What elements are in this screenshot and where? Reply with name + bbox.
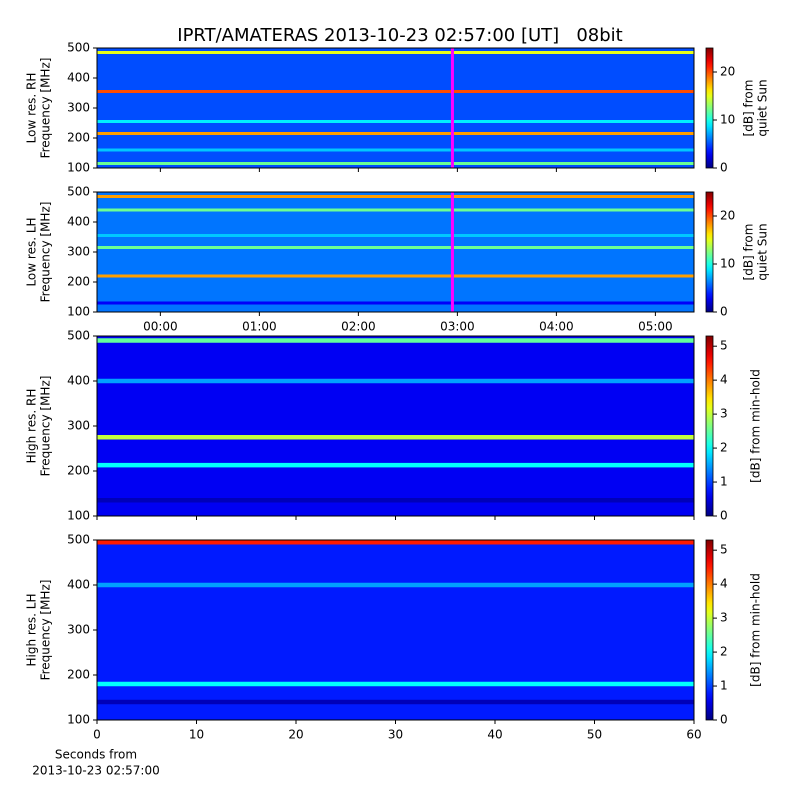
colorbar-tick-label: 10 <box>720 113 735 127</box>
colorbar-label: [dB] from <box>742 224 756 281</box>
spectral-band <box>97 681 694 687</box>
y-tick-label: 400 <box>67 215 90 229</box>
y-axis-label: Low res. LH <box>25 217 39 286</box>
y-tick-label: 500 <box>67 185 90 199</box>
y-tick-label: 500 <box>67 41 90 55</box>
spectral-band <box>97 51 694 54</box>
spectral-band <box>97 246 694 249</box>
y-tick-label: 200 <box>67 464 90 478</box>
x-tick-label: 0 <box>93 728 101 742</box>
y-tick-label: 500 <box>67 329 90 343</box>
spectral-band <box>97 132 694 135</box>
spectral-band <box>97 462 694 468</box>
y-tick-label: 100 <box>67 509 90 523</box>
colorbar-label: quiet Sun <box>756 79 770 136</box>
heatmap-background <box>97 336 694 516</box>
y-tick-label: 500 <box>67 533 90 547</box>
spectral-band <box>97 162 694 165</box>
colorbar-tick-label: 0 <box>720 713 728 727</box>
spectral-band <box>97 234 694 237</box>
spectral-band <box>97 208 694 212</box>
x-tick-label: 40 <box>487 728 502 742</box>
y-tick-label: 300 <box>67 101 90 115</box>
colorbar-tick-label: 10 <box>720 257 735 271</box>
spectral-band <box>97 378 694 384</box>
y-tick-label: 100 <box>67 713 90 727</box>
colorbar-label: [dB] from <box>742 80 756 137</box>
spectral-band <box>97 120 694 123</box>
y-tick-label: 300 <box>67 419 90 433</box>
x-tick-label: 60 <box>686 728 701 742</box>
y-tick-label: 100 <box>67 161 90 175</box>
y-tick-label: 400 <box>67 578 90 592</box>
x-tick-label: 01:00 <box>242 320 277 334</box>
spectral-band <box>97 582 694 588</box>
heatmap-background <box>97 48 694 168</box>
y-axis-label: High res. RH <box>25 389 39 464</box>
x-tick-label: 05:00 <box>638 320 673 334</box>
x-tick-label: 02:00 <box>341 320 376 334</box>
spectral-band <box>97 301 694 305</box>
colorbar-tick-label: 1 <box>720 679 728 693</box>
spectral-band <box>97 498 694 503</box>
spectral-band <box>97 338 694 343</box>
colorbar-tick-label: 3 <box>720 611 728 625</box>
x-tick-label: 04:00 <box>539 320 574 334</box>
colorbar-tick-label: 1 <box>720 475 728 489</box>
y-tick-label: 400 <box>67 71 90 85</box>
colorbar-tick-label: 5 <box>720 339 728 353</box>
colorbar-label: [dB] from min-hold <box>749 573 763 687</box>
colorbar-tick-label: 0 <box>720 161 728 175</box>
y-tick-label: 200 <box>67 131 90 145</box>
x-tick-label: 03:00 <box>440 320 475 334</box>
colorbar-label: [dB] from min-hold <box>749 369 763 483</box>
colorbar-tick-label: 5 <box>720 543 728 557</box>
y-axis-label: High res. LH <box>25 593 39 666</box>
colorbar-tick-label: 4 <box>720 577 728 591</box>
spectral-band <box>97 699 694 705</box>
spectral-band <box>97 195 694 198</box>
colorbar-tick-label: 3 <box>720 407 728 421</box>
colorbar <box>705 47 714 169</box>
y-tick-label: 100 <box>67 305 90 319</box>
colorbar <box>705 335 714 517</box>
colorbar-tick-label: 20 <box>720 65 735 79</box>
y-tick-label: 200 <box>67 275 90 289</box>
y-tick-label: 300 <box>67 245 90 259</box>
spectral-band <box>97 274 694 278</box>
x-tick-label: 10 <box>189 728 204 742</box>
spectral-band <box>97 148 694 152</box>
heatmap-background <box>97 192 694 312</box>
y-axis-label: Frequency [MHz] <box>39 58 53 159</box>
colorbar-label: quiet Sun <box>756 223 770 280</box>
y-tick-label: 400 <box>67 374 90 388</box>
colorbar <box>705 191 714 313</box>
y-axis-label: Low res. RH <box>25 73 39 144</box>
y-axis-label: Frequency [MHz] <box>39 580 53 681</box>
colorbar <box>705 539 714 721</box>
x-tick-label: 30 <box>388 728 403 742</box>
spectral-band <box>97 540 694 545</box>
x-tick-label: 50 <box>587 728 602 742</box>
y-axis-label: Frequency [MHz] <box>39 202 53 303</box>
y-tick-label: 300 <box>67 623 90 637</box>
colorbar-tick-label: 20 <box>720 209 735 223</box>
x-tick-label: 20 <box>288 728 303 742</box>
colorbar-tick-label: 0 <box>720 509 728 523</box>
spectral-band <box>97 435 694 440</box>
colorbar-tick-label: 2 <box>720 645 728 659</box>
colorbar-tick-label: 2 <box>720 441 728 455</box>
colorbar-tick-label: 0 <box>720 305 728 319</box>
spectral-band <box>97 90 694 93</box>
heatmap-background <box>97 540 694 720</box>
y-axis-label: Frequency [MHz] <box>39 376 53 477</box>
y-tick-label: 200 <box>67 668 90 682</box>
x-axis-label: 2013-10-23 02:57:00 <box>32 764 159 778</box>
chart-title: IPRT/AMATERAS 2013-10-23 02:57:00 [UT] 0… <box>177 25 622 46</box>
colorbar-tick-label: 4 <box>720 373 728 387</box>
x-axis-label: Seconds from <box>55 748 137 762</box>
x-tick-label: 00:00 <box>143 320 178 334</box>
